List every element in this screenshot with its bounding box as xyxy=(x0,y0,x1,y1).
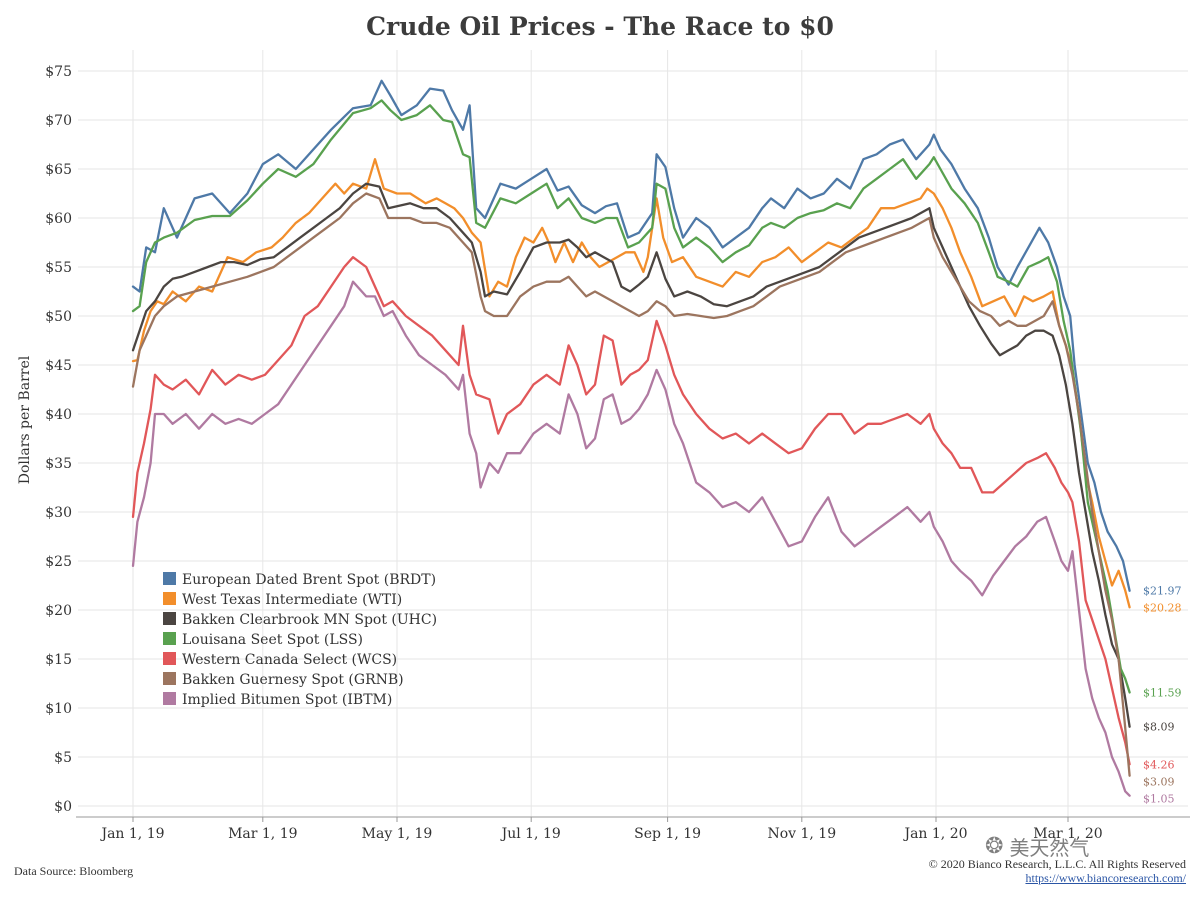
copyright-text: © 2020 Bianco Research, L.L.C. All Right… xyxy=(928,857,1186,871)
y-tick-label: $75 xyxy=(45,64,72,80)
series-line xyxy=(131,182,1131,728)
x-tick-label: Jan 1, 20 xyxy=(902,826,967,842)
series-line xyxy=(131,192,1131,777)
series-line xyxy=(131,280,1131,797)
series-line xyxy=(131,158,1131,609)
legend-label: Louisana Seet Spot (LSS) xyxy=(182,632,363,648)
website-link[interactable]: https://www.biancoresearch.com/ xyxy=(1025,871,1186,885)
end-value-label: $3.09 xyxy=(1143,775,1175,788)
y-tick-label: $50 xyxy=(45,309,72,325)
series-line xyxy=(131,256,1131,766)
x-tick-label: Sep 1, 19 xyxy=(634,826,701,842)
legend-swatch xyxy=(163,612,176,625)
y-tick-label: $0 xyxy=(54,799,72,815)
series-line xyxy=(131,99,1131,694)
y-tick-label: $45 xyxy=(45,358,72,374)
series-line xyxy=(131,79,1131,592)
watermark-text: 美天然气 xyxy=(1009,836,1090,860)
legend-swatch xyxy=(163,572,176,585)
x-tick-label: Jul 1, 19 xyxy=(500,826,561,842)
series-lines xyxy=(131,79,1131,797)
legend-label: West Texas Intermediate (WTI) xyxy=(182,592,402,608)
end-value-label: $20.28 xyxy=(1143,602,1182,615)
x-tick-label: May 1, 19 xyxy=(362,826,433,842)
legend-label: Western Canada Select (WCS) xyxy=(182,652,397,668)
legend-label: Implied Bitumen Spot (IBTM) xyxy=(182,692,392,708)
data-source: Data Source: Bloomberg xyxy=(14,864,134,878)
y-tick-label: $35 xyxy=(45,456,72,472)
end-value-label: $4.26 xyxy=(1143,758,1175,771)
end-value-label: $21.97 xyxy=(1143,585,1182,598)
y-tick-label: $65 xyxy=(45,162,72,178)
grid xyxy=(78,50,1188,817)
y-tick-label: $55 xyxy=(45,260,72,276)
legend-label: Bakken Clearbrook MN Spot (UHC) xyxy=(182,612,437,628)
x-axis: Jan 1, 19 Mar 1, 19 May 1, 19 Jul 1, 19 Sep … xyxy=(99,817,1103,842)
y-tick-label: $10 xyxy=(45,701,72,717)
y-tick-label: $60 xyxy=(45,211,72,227)
legend: European Dated Brent Spot (BRDT) West Tex… xyxy=(163,572,437,708)
y-tick-label: $20 xyxy=(45,603,72,619)
end-value-label: $8.09 xyxy=(1143,721,1175,734)
x-tick-label: Mar 1, 19 xyxy=(228,826,297,842)
legend-label: European Dated Brent Spot (BRDT) xyxy=(182,572,436,588)
y-axis: $0 $5 $10 $15 $20 $25 $30 $35 $40 $45 $50 $55 $60 $65… xyxy=(45,64,72,815)
y-tick-label: $5 xyxy=(54,750,72,766)
end-value-label: $1.05 xyxy=(1143,792,1175,805)
y-axis-label: Dollars per Barrel xyxy=(17,355,33,484)
x-tick-label: Nov 1, 19 xyxy=(767,826,836,842)
legend-swatch xyxy=(163,632,176,645)
copyright-block: © 2020 Bianco Research, L.L.C. All Right… xyxy=(929,857,1186,885)
legend-swatch xyxy=(163,692,176,705)
end-labels: $21.97 $20.28 $11.59 $8.09 $4.26 $3.09 $1.05 xyxy=(1143,585,1182,806)
end-value-label: $11.59 xyxy=(1143,686,1182,699)
y-tick-label: $70 xyxy=(45,113,72,129)
legend-swatch xyxy=(163,652,176,665)
y-tick-label: $25 xyxy=(45,554,72,570)
x-tick-label: Jan 1, 19 xyxy=(99,826,164,842)
wechat-icon: ❂ xyxy=(985,834,1004,859)
chart-title: Crude Oil Prices - The Race to $0 xyxy=(366,12,834,41)
legend-label: Bakken Guernesy Spot (GRNB) xyxy=(182,672,404,688)
legend-swatch xyxy=(163,672,176,685)
x-tick-label: Mar 1, 20 xyxy=(1033,826,1102,842)
y-tick-label: $30 xyxy=(45,505,72,521)
watermark: ❂ 美天然气 xyxy=(985,832,1089,861)
y-tick-label: $40 xyxy=(45,407,72,423)
y-tick-label: $15 xyxy=(45,652,72,668)
legend-swatch xyxy=(163,592,176,605)
